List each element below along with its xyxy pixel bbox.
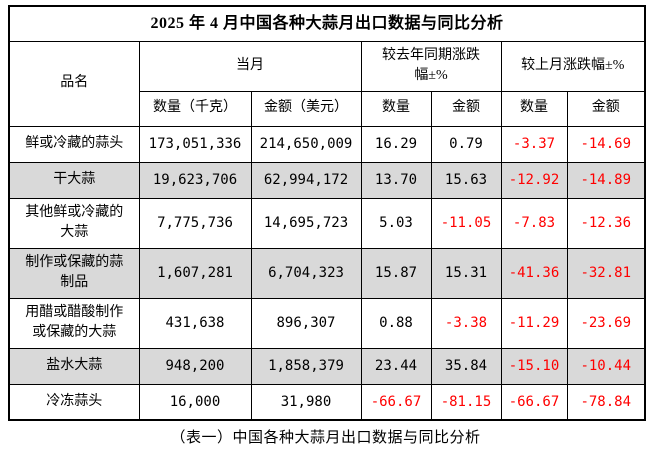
mom-qty-cell: -41.36	[500, 247, 568, 299]
product-name-cell: 其他鲜或冷藏的大蒜	[8, 197, 140, 249]
header-amt-usd: 金额（美元）	[250, 90, 362, 127]
qty-cell: 173,051,336	[138, 125, 252, 163]
table-title-row: 2025 年 4 月中国各种大蒜月出口数据与同比分析	[8, 5, 646, 42]
qty-cell: 7,775,736	[138, 197, 252, 249]
header-yoy-change-label: 较去年同期涨跌幅±%	[382, 47, 480, 83]
header-yoy-amt: 金额	[430, 90, 502, 127]
product-name: 冷冻蒜头	[46, 393, 103, 409]
table-row: 鲜或冷藏的蒜头 173,051,336 214,650,009 16.29 0.…	[8, 125, 646, 163]
header-group-row: 品名 当月 较去年同期涨跌幅±% 较上月涨跌幅±%	[8, 40, 646, 127]
header-mom-change: 较上月涨跌幅±%	[500, 40, 646, 92]
yoy-qty-cell: 0.88	[360, 297, 432, 349]
amt-cell: 214,650,009	[250, 125, 362, 163]
table-row: 干大蒜 19,623,706 62,994,172 13.70 15.63 -1…	[8, 161, 646, 199]
mom-amt-cell: -12.36	[566, 197, 646, 249]
table-caption: （表一）中国各种大蒜月出口数据与同比分析	[170, 430, 481, 446]
product-name-cell: 盐水大蒜	[8, 347, 140, 385]
product-name-cell: 用醋或醋酸制作或保藏的大蒜	[8, 297, 140, 349]
table-header: 2025 年 4 月中国各种大蒜月出口数据与同比分析 品名 当月 较去年同期涨跌…	[8, 5, 646, 127]
table-row: 冷冻蒜头 16,000 31,980 -66.67 -81.15 -66.67 …	[8, 383, 646, 421]
product-name-cell: 冷冻蒜头	[8, 383, 140, 421]
mom-qty-cell: -11.29	[500, 297, 568, 349]
amt-cell: 31,980	[250, 383, 362, 421]
qty-cell: 19,623,706	[138, 161, 252, 199]
product-name-cell: 干大蒜	[8, 161, 140, 199]
product-name: 制作或保藏的蒜制品	[25, 254, 124, 290]
mom-amt-cell: -14.89	[566, 161, 646, 199]
header-qty-kg: 数量（千克）	[138, 90, 252, 127]
yoy-qty-cell: 15.87	[360, 247, 432, 299]
table-row: 其他鲜或冷藏的大蒜 7,775,736 14,695,723 5.03 -11.…	[8, 197, 646, 249]
yoy-amt-cell: -11.05	[430, 197, 502, 249]
header-mom-amt: 金额	[566, 90, 646, 127]
mom-qty-cell: -3.37	[500, 125, 568, 163]
mom-qty-cell: -66.67	[500, 383, 568, 421]
amt-cell: 14,695,723	[250, 197, 362, 249]
export-data-table: 2025 年 4 月中国各种大蒜月出口数据与同比分析 品名 当月 较去年同期涨跌…	[8, 5, 646, 421]
header-yoy-change: 较去年同期涨跌幅±%	[360, 40, 502, 92]
yoy-amt-cell: 0.79	[430, 125, 502, 163]
qty-cell: 431,638	[138, 297, 252, 349]
amt-cell: 6,704,323	[250, 247, 362, 299]
table-body: 鲜或冷藏的蒜头 173,051,336 214,650,009 16.29 0.…	[8, 125, 646, 421]
mom-qty-cell: -12.92	[500, 161, 568, 199]
amt-cell: 896,307	[250, 297, 362, 349]
header-product: 品名	[8, 40, 140, 127]
table-title: 2025 年 4 月中国各种大蒜月出口数据与同比分析	[8, 5, 646, 42]
product-name: 其他鲜或冷藏的大蒜	[25, 204, 124, 240]
qty-cell: 1,607,281	[138, 247, 252, 299]
product-name: 用醋或醋酸制作或保藏的大蒜	[25, 304, 124, 340]
mom-qty-cell: -7.83	[500, 197, 568, 249]
amt-cell: 1,858,379	[250, 347, 362, 385]
table-row: 制作或保藏的蒜制品 1,607,281 6,704,323 15.87 15.3…	[8, 247, 646, 299]
header-sub-row: 数量（千克） 金额（美元） 数量 金额 数量 金额	[9, 90, 646, 127]
yoy-amt-cell: 15.63	[430, 161, 502, 199]
mom-qty-cell: -15.10	[500, 347, 568, 385]
mom-amt-cell: -32.81	[566, 247, 646, 299]
table-row: 用醋或醋酸制作或保藏的大蒜 431,638 896,307 0.88 -3.38…	[8, 297, 646, 349]
mom-amt-cell: -14.69	[566, 125, 646, 163]
mom-amt-cell: -10.44	[566, 347, 646, 385]
qty-cell: 16,000	[138, 383, 252, 421]
header-current-month: 当月	[138, 40, 362, 92]
yoy-qty-cell: 13.70	[360, 161, 432, 199]
table-row: 盐水大蒜 948,200 1,858,379 23.44 35.84 -15.1…	[8, 347, 646, 385]
qty-cell: 948,200	[138, 347, 252, 385]
product-name-cell: 制作或保藏的蒜制品	[8, 247, 140, 299]
header-yoy-qty: 数量	[360, 90, 432, 127]
yoy-qty-cell: 5.03	[360, 197, 432, 249]
yoy-qty-cell: 23.44	[360, 347, 432, 385]
product-name: 鲜或冷藏的蒜头	[25, 135, 124, 151]
header-mom-qty: 数量	[500, 90, 568, 127]
product-name-cell: 鲜或冷藏的蒜头	[8, 125, 140, 163]
product-name: 盐水大蒜	[46, 357, 103, 373]
yoy-qty-cell: 16.29	[360, 125, 432, 163]
yoy-amt-cell: -81.15	[430, 383, 502, 421]
yoy-qty-cell: -66.67	[360, 383, 432, 421]
product-name: 干大蒜	[53, 171, 96, 187]
amt-cell: 62,994,172	[250, 161, 362, 199]
yoy-amt-cell: -3.38	[430, 297, 502, 349]
mom-amt-cell: -23.69	[566, 297, 646, 349]
yoy-amt-cell: 15.31	[430, 247, 502, 299]
mom-amt-cell: -78.84	[566, 383, 646, 421]
yoy-amt-cell: 35.84	[430, 347, 502, 385]
